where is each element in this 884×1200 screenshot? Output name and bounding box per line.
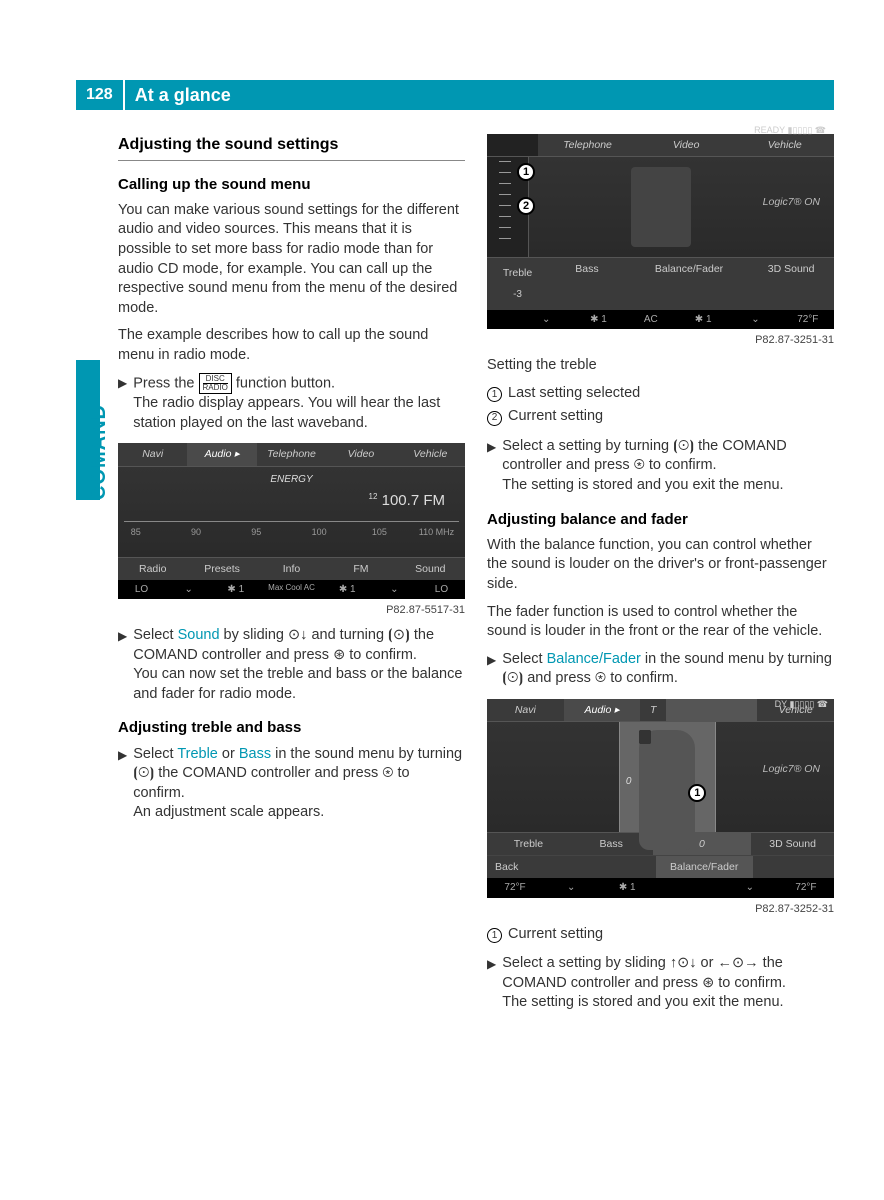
- fig-climate-bar: 72°F ⌄ ✱ 1 ⌄ 72°F: [487, 878, 834, 898]
- step-marker-icon: ▶: [118, 375, 127, 433]
- disc-radio-button-icon: DISC RADIO: [199, 373, 232, 394]
- frequency-ruler: 85 90 95 100 105 110 MHz: [124, 521, 459, 541]
- page-number: 128: [76, 80, 125, 110]
- content: Adjusting the sound settings Calling up …: [118, 134, 834, 1019]
- fig-title: Setting the treble: [487, 356, 834, 376]
- step: ▶ Select Treble or Bass in the sound men…: [118, 745, 465, 823]
- treble-screenshot: Telephone Video Vehicle READY ▮▯▯▯▯ ☎ Lo…: [487, 134, 834, 329]
- step: ▶ Select a setting by turning ⦗⊙⦘ the CO…: [487, 437, 834, 496]
- step-body: Select a setting by sliding ↑⊙↓ or ←⊙→ t…: [502, 954, 834, 1013]
- fig-caption: P82.87-5517-31: [118, 603, 465, 618]
- fig-bottom-menu: Treble -3 Bass Balance/Fader 3D Sound: [487, 257, 834, 310]
- step-body: Select Treble or Bass in the sound menu …: [133, 745, 465, 823]
- right-column: Telephone Video Vehicle READY ▮▯▯▯▯ ☎ Lo…: [487, 134, 834, 1019]
- paragraph: You can make various sound settings for …: [118, 201, 465, 318]
- sub-heading: Adjusting balance and fader: [487, 510, 834, 530]
- fig-caption: P82.87-3252-31: [487, 902, 834, 917]
- callout: 2Current setting: [487, 407, 834, 427]
- step-body: Press the DISC RADIO function button. Th…: [133, 373, 465, 433]
- step-body: Select Sound by sliding ⊙↓ and turning ⦗…: [133, 626, 465, 704]
- callout-number-icon: 2: [487, 411, 502, 426]
- step-marker-icon: ▶: [118, 747, 127, 823]
- callout: 1Current setting: [487, 925, 834, 945]
- fig-tabs: Telephone Video Vehicle READY ▮▯▯▯▯ ☎: [487, 134, 834, 157]
- side-label: COMAND: [88, 404, 111, 500]
- left-column: Adjusting the sound settings Calling up …: [118, 134, 465, 1019]
- callout-marker-2: 2: [517, 197, 535, 215]
- car-icon: [631, 167, 691, 247]
- callout-number-icon: 1: [487, 387, 502, 402]
- balance-panel: 0: [619, 722, 716, 832]
- step-body: Select Balance/Fader in the sound menu b…: [502, 650, 834, 689]
- fig-back-row: Back Balance/Fader: [487, 855, 834, 878]
- paragraph: With the balance function, you can contr…: [487, 536, 834, 595]
- paragraph: The fader function is used to control wh…: [487, 603, 834, 642]
- step-marker-icon: ▶: [487, 652, 496, 689]
- callout-marker-1: 1: [517, 163, 535, 181]
- sub-heading: Adjusting treble and bass: [118, 718, 465, 738]
- fig-display: ENERGY 12 100.7 FM 85 90 95 100 105 110 …: [118, 467, 465, 557]
- fig-caption: P82.87-3251-31: [487, 333, 834, 348]
- fig-climate-bar: ⌄ ✱ 1 AC ✱ 1 ⌄ 72°F: [487, 310, 834, 330]
- step-body: Select a setting by turning ⦗⊙⦘ the COMA…: [502, 437, 834, 496]
- header-title: At a glance: [125, 85, 231, 106]
- step: ▶ Select Sound by sliding ⊙↓ and turning…: [118, 626, 465, 704]
- callout-number-icon: 1: [487, 928, 502, 943]
- car-icon: [639, 730, 695, 850]
- fig-climate-bar: LO ⌄ ✱ 1 Max Cool AC ✱ 1 ⌄ LO: [118, 580, 465, 600]
- fig-bottom-menu: Radio Presets Info FM Sound: [118, 557, 465, 580]
- callout: 1Last setting selected: [487, 384, 834, 404]
- step: ▶ Select a setting by sliding ↑⊙↓ or ←⊙→…: [487, 954, 834, 1013]
- step-marker-icon: ▶: [118, 628, 127, 704]
- step-marker-icon: ▶: [487, 439, 496, 496]
- balance-fader-screenshot: Navi Audio ▸ T Vehicle DY ▮▯▯▯▯ ☎ 0 Logi…: [487, 699, 834, 898]
- sub-heading: Calling up the sound menu: [118, 175, 465, 195]
- fig-tabs: Navi Audio ▸ Telephone Video Vehicle: [118, 443, 465, 466]
- section-heading: Adjusting the sound settings: [118, 134, 465, 161]
- step: ▶ Select Balance/Fader in the sound menu…: [487, 650, 834, 689]
- paragraph: The example describes how to call up the…: [118, 326, 465, 365]
- fig-display: Logic7® ON 1 2: [487, 157, 834, 257]
- frequency: 12 100.7 FM: [369, 491, 445, 511]
- step-marker-icon: ▶: [487, 956, 496, 1013]
- radio-screenshot: Navi Audio ▸ Telephone Video Vehicle ENE…: [118, 443, 465, 599]
- header-bar: 128 At a glance: [76, 80, 834, 110]
- fig-display: 0 Logic7® ON 1: [487, 722, 834, 832]
- step: ▶ Press the DISC RADIO function button. …: [118, 373, 465, 433]
